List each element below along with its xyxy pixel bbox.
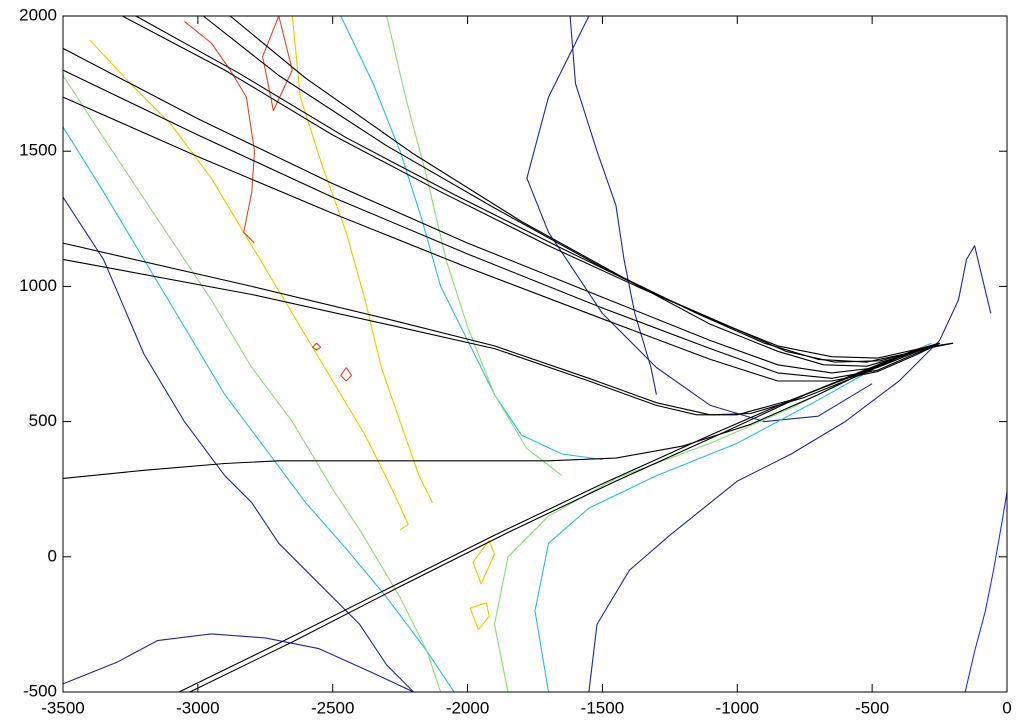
curve [340, 367, 353, 382]
plot-area [62, 15, 1008, 693]
curve [62, 96, 940, 382]
curve [62, 75, 442, 693]
x-tick-label: 0 [1002, 698, 1011, 717]
curve [526, 15, 873, 423]
axes-frame [62, 15, 1008, 693]
curve [184, 20, 256, 244]
curve [311, 342, 322, 351]
curve [62, 633, 414, 693]
curve [62, 47, 940, 374]
y-tick-label: 1500 [19, 141, 57, 160]
y-tick-label: 0 [48, 546, 57, 565]
curve [472, 540, 496, 585]
curve [62, 342, 940, 479]
curve [62, 69, 940, 379]
curve [135, 15, 954, 363]
curve [386, 15, 563, 477]
curve [62, 242, 940, 416]
x-tick-label: -1000 [716, 698, 759, 717]
y-tick-label: 1000 [19, 276, 57, 295]
x-tick-label: -2000 [446, 698, 489, 717]
curve [262, 15, 293, 112]
y-tick-label: 500 [29, 411, 57, 430]
curve [340, 15, 603, 461]
curve [202, 15, 940, 363]
x-tick-label: -500 [855, 698, 889, 717]
curve [62, 126, 455, 693]
x-tick-label: -1500 [581, 698, 624, 717]
curve [588, 245, 992, 693]
curve [569, 15, 657, 395]
curve [89, 39, 409, 531]
curve [469, 602, 490, 631]
curve [189, 342, 940, 693]
y-tick-label: -500 [23, 681, 57, 700]
x-tick-label: -2500 [311, 698, 354, 717]
curve [964, 491, 1008, 693]
x-tick-label: -3000 [176, 698, 219, 717]
x-tick-label: -3500 [41, 698, 84, 717]
curve [62, 258, 940, 416]
curve [62, 196, 414, 693]
y-tick-label: 2000 [19, 5, 57, 24]
curve [229, 15, 940, 367]
